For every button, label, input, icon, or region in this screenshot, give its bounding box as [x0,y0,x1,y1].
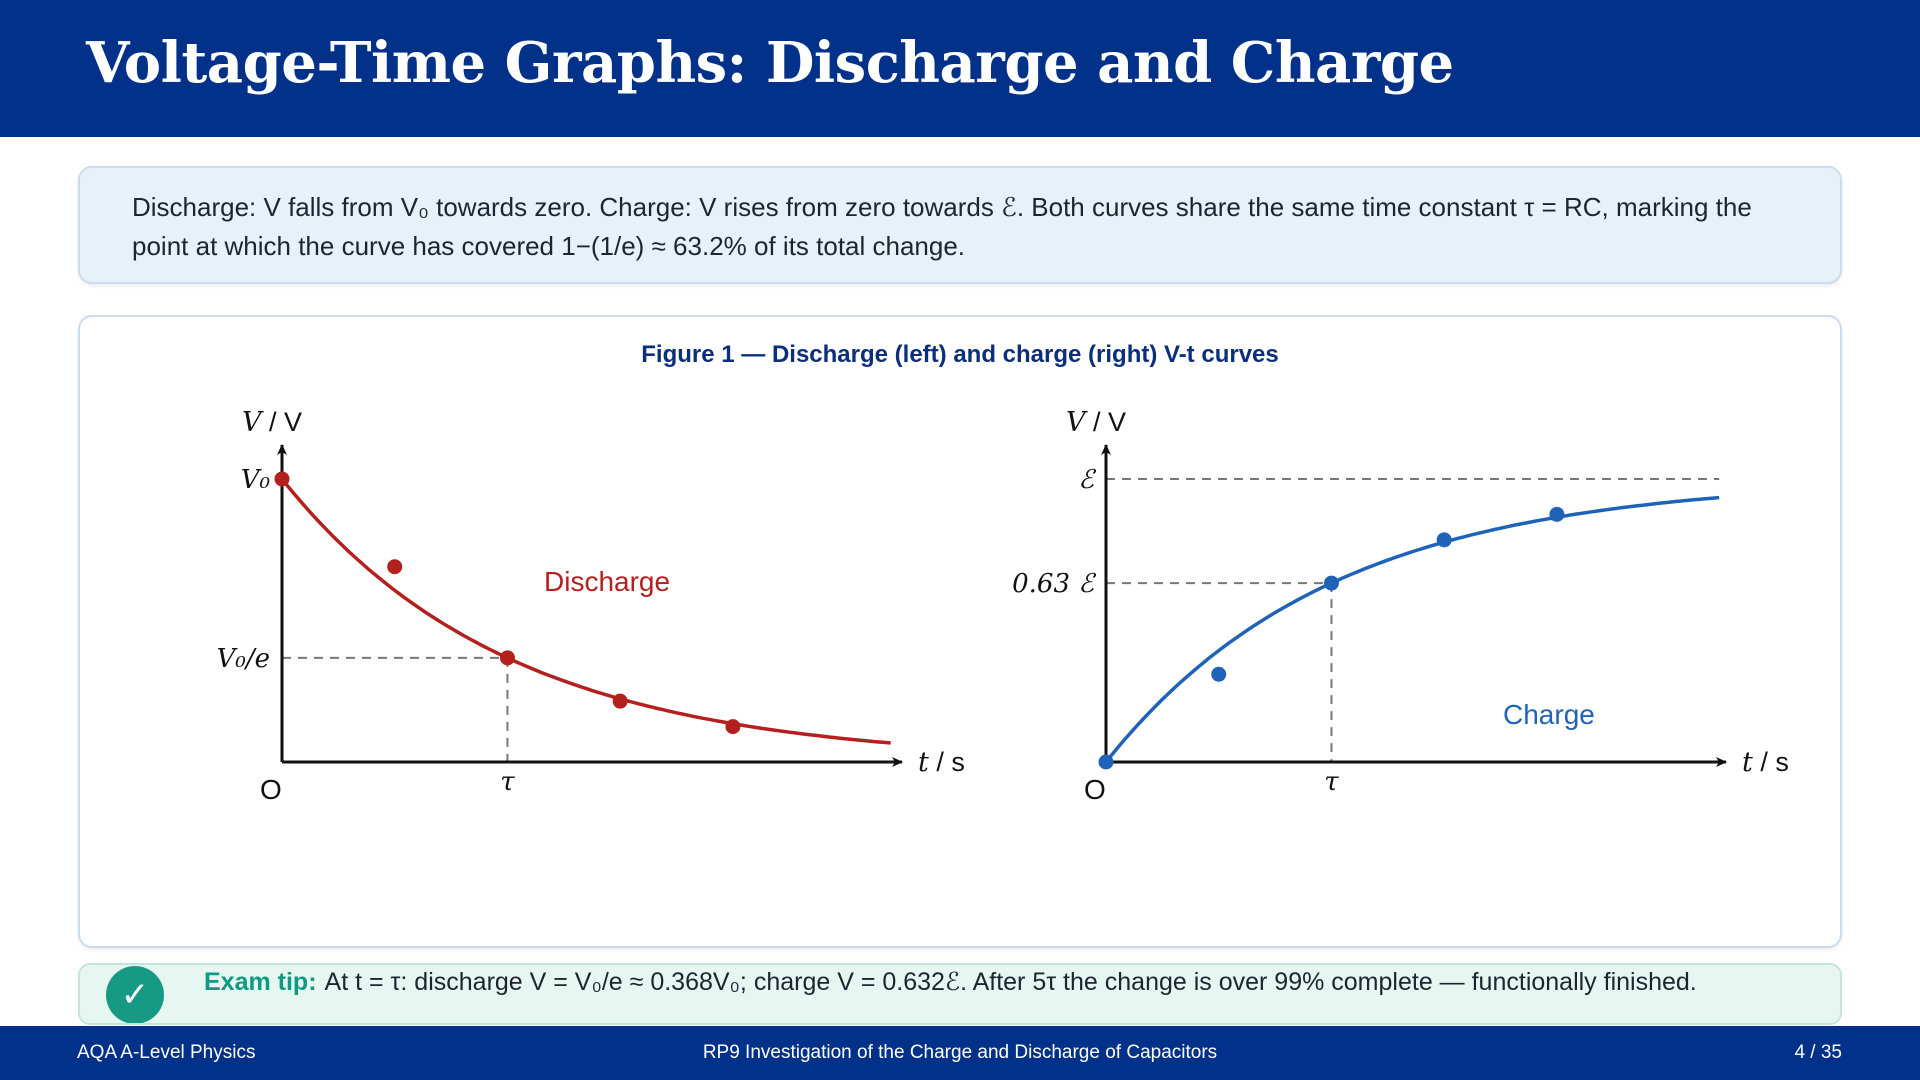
footer-topic: RP9 Investigation of the Charge and Disc… [702,1042,1218,1063]
data-point-0 [1098,754,1114,770]
exam-tip-box: ✓ Exam tip: At t = τ: discharge V = V₀/e … [78,963,1842,1025]
data-point-1 [1211,666,1227,682]
page-title: Voltage-Time Graphs: Discharge and Charg… [86,30,1454,96]
y-tick-v0: V₀ [241,465,271,495]
intro-text: Discharge: V falls from V₀ towards zero.… [132,192,1752,261]
data-point-3 [612,693,628,709]
footer-bar: AQA A-Level Physics RP9 Investigation of… [0,1026,1920,1080]
data-point-4 [725,719,741,735]
charge-series-label: Charge [1503,699,1595,730]
charge-chart: V / V t / s O τ ℰ 0.63 ℰ Charge [1012,407,1789,805]
origin-label: O [1084,774,1106,805]
origin-label: O [260,774,282,805]
data-point-2 [499,650,515,666]
discharge-series-label: Discharge [544,566,670,597]
x-axis-label: t / s [918,747,965,778]
discharge-curve [280,477,891,745]
exam-tip-text: Exam tip: At t = τ: discharge V = V₀/e ≈ … [204,965,1764,999]
intro-box: Discharge: V falls from V₀ towards zero.… [78,166,1842,284]
data-point-0 [274,471,290,487]
x-tick-tau: τ [1324,767,1339,797]
data-point-3 [1436,532,1452,548]
y-axis-label: V / V [242,407,302,438]
figure-card: Figure 1 — Discharge (left) and charge (… [78,315,1842,948]
x-axis-label: t / s [1742,747,1789,778]
exam-tip-body: At t = τ: discharge V = V₀/e ≈ 0.368V₀; … [324,968,1697,996]
y-tick-emf: ℰ [1078,465,1096,495]
y-tick-v0-over-e: V₀/e [217,644,270,674]
figure-title: Figure 1 — Discharge (left) and charge (… [641,341,1279,368]
y-tick-063-emf: 0.63 ℰ [1012,569,1096,599]
data-point-2 [1323,575,1339,591]
y-axis-label: V / V [1066,407,1126,438]
discharge-chart: V / V t / s O τ V₀ V₀/e Discharge [217,407,965,805]
charge-curve [1104,495,1720,764]
data-point-4 [1549,506,1565,522]
page-number: 4 / 35 [1794,1042,1842,1063]
header-bar: Voltage-Time Graphs: Discharge and Charg… [0,0,1920,137]
x-tick-tau: τ [500,767,515,797]
footer-course: AQA A-Level Physics [77,1042,256,1063]
data-point-1 [387,559,403,575]
exam-tip-label: Exam tip: [204,968,317,996]
check-icon: ✓ [106,966,164,1023]
